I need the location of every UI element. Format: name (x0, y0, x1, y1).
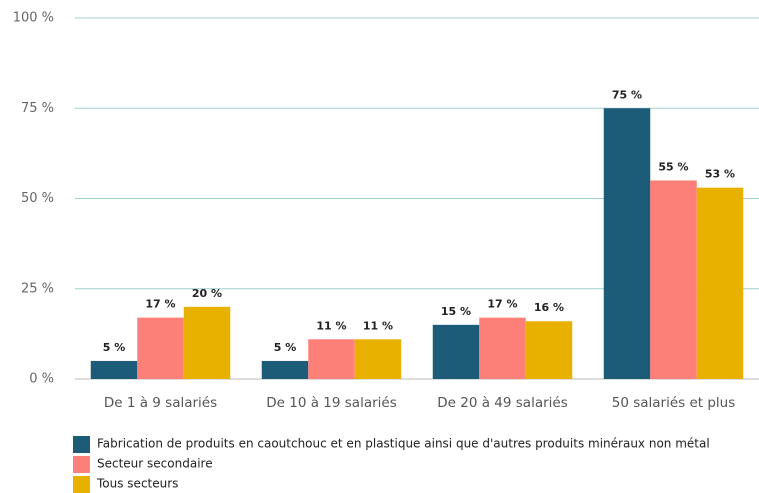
bar (603, 108, 651, 379)
x-tick-label: De 20 à 49 salariés (437, 395, 567, 411)
value-label: 11 % (316, 319, 346, 332)
bar (696, 187, 744, 379)
value-label: 16 % (534, 301, 564, 314)
legend-label: Fabrication de produits en caoutchouc et… (97, 437, 710, 451)
bar (90, 360, 138, 379)
y-tick-label: 25 % (21, 281, 54, 296)
value-label: 17 % (487, 298, 517, 311)
bar (354, 339, 402, 379)
y-tick-label: 100 % (13, 11, 54, 26)
legend-label: Tous secteurs (96, 477, 178, 491)
value-label: 75 % (612, 88, 642, 101)
y-tick-label: 50 % (21, 191, 54, 206)
value-label: 5 % (103, 341, 126, 354)
bar (183, 306, 231, 379)
bar (261, 360, 309, 379)
value-label: 55 % (658, 160, 688, 173)
bar (525, 321, 573, 379)
value-label: 17 % (145, 298, 175, 311)
legend-swatch (73, 436, 90, 453)
value-label: 15 % (441, 305, 471, 318)
bar (432, 324, 480, 379)
y-tick-label: 75 % (21, 101, 54, 116)
bar (308, 339, 355, 379)
y-tick-label: 0 % (29, 372, 54, 387)
legend-label: Secteur secondaire (97, 457, 213, 471)
x-tick-label: 50 salariés et plus (612, 395, 736, 411)
legend-swatch (73, 456, 90, 473)
value-label: 11 % (363, 319, 393, 332)
x-tick-label: De 1 à 9 salariés (104, 395, 217, 411)
value-label: 53 % (705, 168, 735, 181)
bar (650, 180, 697, 379)
value-label: 5 % (274, 341, 297, 354)
legend-swatch (73, 476, 90, 493)
x-tick-label: De 10 à 19 salariés (266, 395, 396, 411)
bar (479, 317, 526, 379)
value-label: 20 % (192, 287, 222, 300)
bar (137, 317, 184, 379)
